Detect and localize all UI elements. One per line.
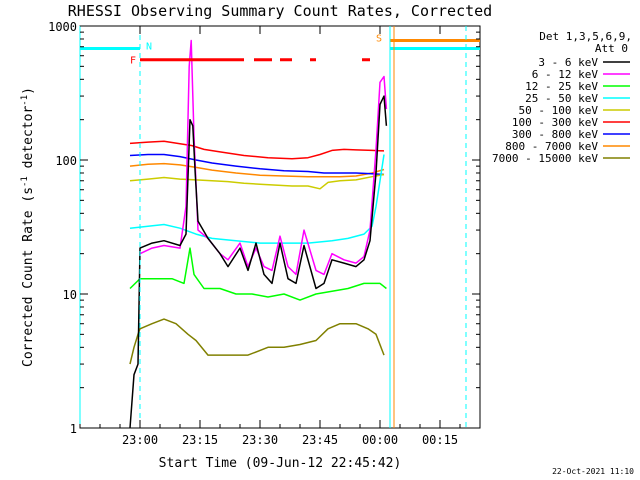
series-line-7 [129, 162, 385, 178]
legend-label-3: 25 - 50 keV [525, 92, 598, 105]
legend-label-6: 300 - 800 keV [512, 128, 598, 141]
y-tick-label-0: 1000 [48, 20, 77, 34]
y-axis-label-sup-1: -1 [20, 176, 30, 187]
x-tick-label-2: 23:30 [242, 433, 278, 447]
series-line-0 [129, 95, 388, 429]
y-tick-label-2: 10 [63, 288, 77, 302]
svg-text:Corrected Count Rate (s-1 dete: Corrected Count Rate (s-1 detector-1) [20, 87, 36, 367]
flare-marker-label: F [130, 56, 136, 67]
series-line-1 [139, 39, 388, 276]
y-axis-label-mid: detector [21, 106, 36, 177]
series-line-4 [129, 173, 385, 190]
saa-marker-label: S [376, 33, 382, 44]
y-ticks: 1000 100 10 1 [48, 20, 480, 436]
legend-label-4: 50 - 100 keV [519, 104, 599, 117]
y-axis-label: Corrected Count Rate (s-1 detector-1) [20, 87, 36, 367]
chart-title: RHESSI Observing Summary Count Rates, Co… [68, 2, 492, 20]
legend-label-5: 100 - 300 keV [512, 116, 598, 129]
y-axis-label-main: Corrected Count Rate (s [21, 187, 36, 367]
x-tick-label-1: 23:15 [182, 433, 218, 447]
legend-label-8: 7000 - 15000 keV [492, 152, 598, 165]
marker-layer: FN S [80, 33, 480, 67]
y-axis-label-sup-2: -1 [20, 95, 30, 106]
legend-header-1: Det 1,3,5,6,9, [539, 30, 632, 43]
x-ticks: 23:00 23:15 23:30 23:45 00:00 00:15 [79, 26, 481, 447]
x-tick-label-3: 23:45 [302, 433, 338, 447]
series-line-8 [129, 318, 385, 365]
legend-label-2: 12 - 25 keV [525, 80, 598, 93]
legend-label-0: 3 - 6 keV [538, 56, 598, 69]
x-tick-label-0: 23:00 [122, 433, 158, 447]
legend-label-7: 800 - 7000 keV [505, 140, 598, 153]
footer-date: 22-Oct-2021 11:10 [552, 467, 634, 476]
x-tick-label-4: 00:00 [362, 433, 398, 447]
series-line-2 [129, 247, 387, 301]
legend-label-1: 6 - 12 keV [532, 68, 599, 81]
x-tick-label-5: 00:15 [422, 433, 458, 447]
series-line-5 [129, 140, 385, 160]
x-axis-label: Start Time (09-Jun-12 22:45:42) [159, 456, 402, 471]
y-axis-label-end: ) [21, 87, 36, 95]
vertical-lines [79, 26, 467, 428]
legend-header-2: Att 0 [595, 42, 628, 55]
night-marker-label: N [146, 41, 152, 52]
y-tick-label-3: 1 [70, 422, 77, 436]
y-tick-label-1: 100 [55, 154, 77, 168]
series-layer [129, 39, 388, 429]
series-line-6 [129, 153, 385, 176]
series-line-3 [129, 154, 385, 244]
